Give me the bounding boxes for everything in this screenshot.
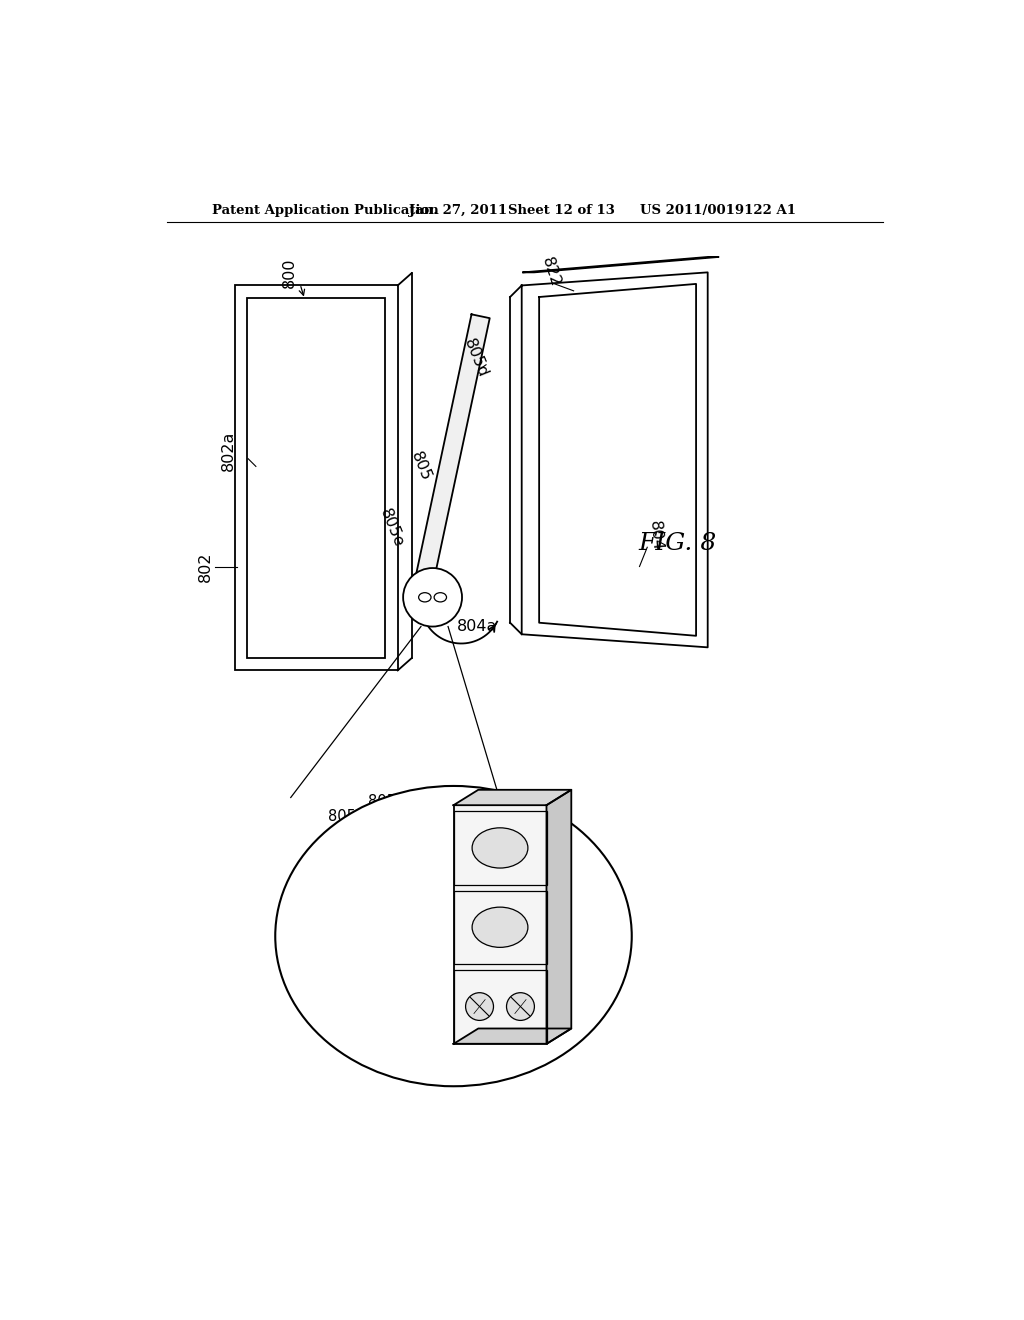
Bar: [454, 812, 547, 884]
Text: 822: 822: [539, 256, 562, 289]
Text: 805c: 805c: [508, 940, 544, 956]
Bar: [248, 298, 385, 659]
Text: 805e: 805e: [378, 507, 407, 549]
Text: 802a: 802a: [221, 430, 236, 471]
Text: 805: 805: [409, 449, 434, 483]
Bar: [454, 891, 547, 964]
Text: Sheet 12 of 13: Sheet 12 of 13: [508, 205, 614, 218]
Ellipse shape: [472, 907, 528, 948]
Text: FIG. 8: FIG. 8: [638, 532, 716, 554]
Text: 805d: 805d: [461, 337, 490, 380]
Bar: [454, 970, 547, 1043]
Text: 804: 804: [647, 520, 665, 552]
Text: 805a: 805a: [369, 793, 406, 809]
Bar: [454, 805, 547, 1044]
Polygon shape: [547, 789, 571, 1044]
Ellipse shape: [472, 828, 528, 869]
Polygon shape: [454, 1028, 571, 1044]
Bar: [234, 285, 397, 671]
Text: Patent Application Publication: Patent Application Publication: [212, 205, 438, 218]
Text: 800: 800: [282, 257, 297, 288]
Ellipse shape: [275, 785, 632, 1086]
Text: Jan. 27, 2011: Jan. 27, 2011: [410, 205, 508, 218]
Text: 805: 805: [328, 809, 355, 824]
Circle shape: [466, 993, 494, 1020]
Circle shape: [507, 993, 535, 1020]
Circle shape: [403, 568, 462, 627]
Text: 802: 802: [198, 552, 213, 582]
Polygon shape: [454, 789, 571, 805]
Text: US 2011/0019122 A1: US 2011/0019122 A1: [640, 205, 796, 218]
Text: 804a: 804a: [458, 619, 498, 634]
Text: 805b: 805b: [356, 826, 394, 842]
Polygon shape: [416, 314, 489, 579]
